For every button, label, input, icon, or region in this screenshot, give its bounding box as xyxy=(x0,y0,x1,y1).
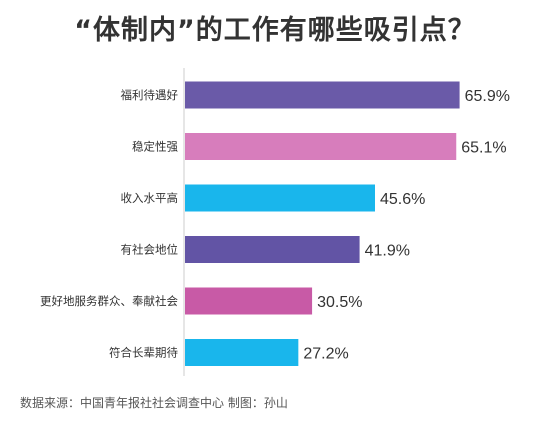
bar xyxy=(185,339,299,366)
value-label: 65.1% xyxy=(461,140,506,157)
bar xyxy=(185,184,375,212)
value-label: 27.2% xyxy=(303,346,348,363)
category-label: 有社会地位 xyxy=(121,243,179,257)
category-label: 收入水平高 xyxy=(121,191,179,205)
bar xyxy=(185,236,360,263)
source-note: 数据来源：中国青年报社社会调查中心 制图：孙山 xyxy=(20,396,288,410)
bar xyxy=(185,287,313,315)
value-label: 41.9% xyxy=(365,243,410,260)
category-label: 稳定性强 xyxy=(132,140,178,154)
chart-title: “体制内”的工作有哪些吸引点？ xyxy=(74,15,476,46)
value-label: 30.5% xyxy=(317,294,362,311)
bar xyxy=(185,133,457,160)
value-label: 65.9% xyxy=(465,88,510,105)
category-label: 更好地服务群众、奉献社会 xyxy=(40,294,178,308)
value-label: 45.6% xyxy=(380,191,425,208)
category-label: 符合长辈期待 xyxy=(109,346,178,360)
category-label: 福利待遇好 xyxy=(121,88,179,102)
bar xyxy=(185,81,460,109)
